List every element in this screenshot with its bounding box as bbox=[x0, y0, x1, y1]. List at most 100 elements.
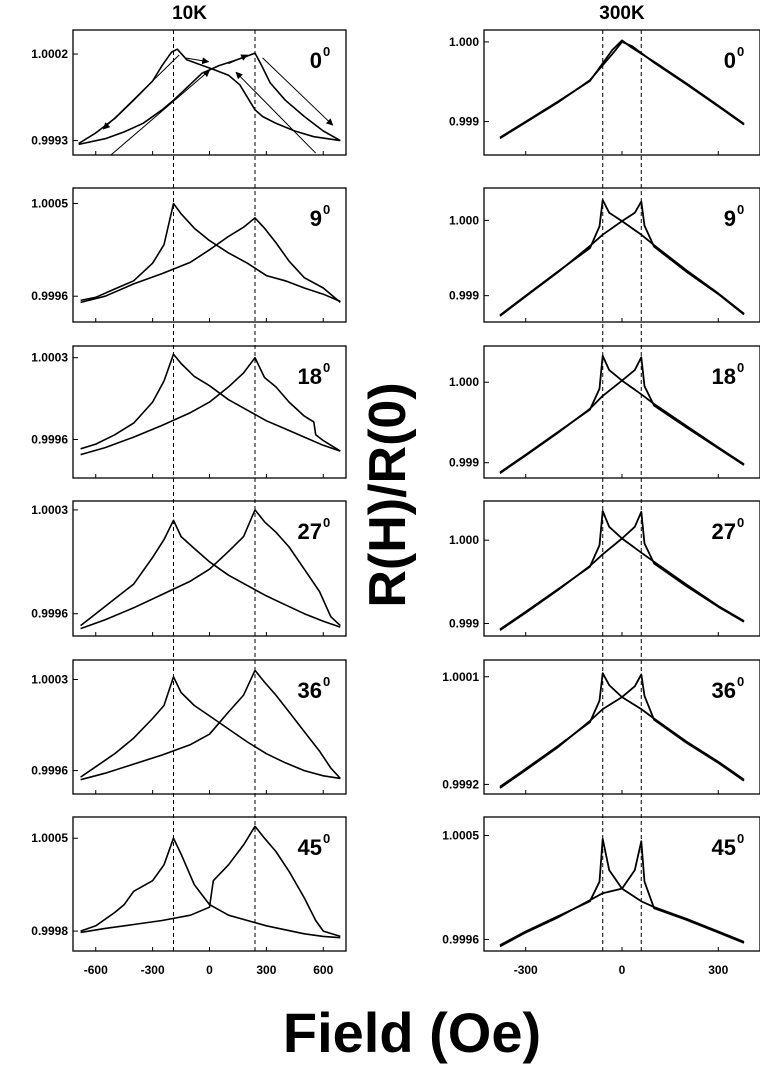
angle-label: 0 bbox=[724, 48, 736, 73]
panel-300K-18deg: 0.999 1.000 18 0 bbox=[449, 345, 760, 479]
y-tick-label: 1.000 bbox=[449, 375, 479, 389]
column-title: 300K bbox=[599, 3, 645, 24]
y-tick-label: 1.0003 bbox=[31, 673, 68, 687]
panel-10K-18deg: 0.9996 1.0003 18 0 bbox=[31, 345, 347, 479]
series-line-1 bbox=[499, 354, 745, 474]
angle-unit-label: 0 bbox=[737, 360, 744, 375]
series-line-1 bbox=[78, 48, 341, 145]
x-tick-label: 300 bbox=[256, 963, 276, 977]
x-tick-label: -300 bbox=[514, 963, 538, 977]
panel-300K-36deg: 0.9992 1.0001 36 0 bbox=[442, 659, 760, 795]
series-line-1 bbox=[80, 676, 341, 780]
y-tick-label: 0.9993 bbox=[31, 134, 68, 148]
y-tick-label: 1.0002 bbox=[31, 47, 68, 61]
angle-unit-label: 0 bbox=[323, 360, 330, 375]
series-line-1 bbox=[80, 202, 341, 303]
panel-300K-9deg: 0.999 1.000 9 0 bbox=[449, 187, 760, 323]
series-line-1 bbox=[80, 837, 341, 939]
y-tick-label: 0.9998 bbox=[31, 924, 68, 938]
x-tick-label: 0 bbox=[206, 963, 213, 977]
angle-unit-label: 0 bbox=[737, 674, 744, 689]
x-tick-label: 600 bbox=[313, 963, 333, 977]
x-tick-label: -600 bbox=[84, 963, 108, 977]
series-line-2 bbox=[499, 356, 745, 474]
angle-label: 18 bbox=[298, 364, 322, 389]
angle-label: 0 bbox=[310, 48, 322, 73]
panel-frame bbox=[483, 29, 760, 156]
series-line-2 bbox=[80, 217, 341, 304]
y-tick-label: 1.0005 bbox=[31, 196, 68, 210]
panel-10K-9deg: 0.9996 1.0005 9 0 bbox=[31, 187, 347, 323]
y-tick-label: 0.9996 bbox=[31, 432, 68, 446]
sweep-arrow bbox=[102, 54, 180, 130]
angle-unit-label: 0 bbox=[737, 515, 744, 530]
series-line-1 bbox=[499, 510, 745, 631]
angle-label: 45 bbox=[298, 835, 322, 860]
panel-10K-0deg: 0.9993 1.0002 0 0 10K bbox=[31, 3, 347, 156]
series-line-2 bbox=[78, 52, 341, 146]
panel-frame bbox=[483, 187, 760, 323]
angle-label: 45 bbox=[712, 835, 736, 860]
x-axis-label: Field (Oe) bbox=[283, 1001, 541, 1064]
series-line-1 bbox=[80, 519, 341, 628]
y-tick-label: 1.0003 bbox=[31, 503, 68, 517]
angle-label: 9 bbox=[310, 206, 322, 231]
sweep-arrow bbox=[235, 71, 317, 154]
angle-unit-label: 0 bbox=[323, 674, 330, 689]
series-line-2 bbox=[80, 669, 341, 781]
y-tick-label: 1.0003 bbox=[31, 351, 68, 365]
y-tick-label: 0.999 bbox=[449, 289, 479, 303]
y-tick-label: 0.9996 bbox=[31, 764, 68, 778]
angle-label: 9 bbox=[724, 206, 736, 231]
sweep-arrow bbox=[110, 69, 211, 156]
angle-label: 36 bbox=[298, 678, 322, 703]
angle-label: 27 bbox=[298, 519, 322, 544]
y-tick-label: 0.9992 bbox=[442, 777, 479, 791]
series-line-2 bbox=[499, 673, 745, 789]
series-line-1 bbox=[499, 199, 745, 316]
sweep-arrow bbox=[228, 54, 249, 65]
y-tick-label: 0.9996 bbox=[442, 932, 479, 946]
series-line-1 bbox=[80, 353, 341, 452]
series-line-2 bbox=[80, 509, 341, 630]
angle-unit-label: 0 bbox=[737, 831, 744, 846]
y-tick-label: 0.999 bbox=[449, 115, 479, 129]
sweep-arrow bbox=[184, 57, 210, 65]
y-axis-label: R(H)/R(0) bbox=[359, 382, 417, 607]
panel-300K-27deg: 0.999 1.000 27 0 bbox=[449, 500, 760, 637]
angle-unit-label: 0 bbox=[323, 515, 330, 530]
y-tick-label: 1.000 bbox=[449, 213, 479, 227]
angle-label: 27 bbox=[712, 519, 736, 544]
panel-frame bbox=[72, 187, 347, 323]
x-tick-label: 300 bbox=[708, 963, 728, 977]
series-line-1 bbox=[499, 838, 745, 946]
y-tick-label: 1.0001 bbox=[442, 670, 479, 684]
y-tick-label: 1.0005 bbox=[31, 831, 68, 845]
y-tick-label: 0.999 bbox=[449, 617, 479, 631]
column-title: 10K bbox=[172, 3, 207, 24]
angle-label: 36 bbox=[712, 678, 736, 703]
x-tick-label: 0 bbox=[619, 963, 626, 977]
angle-label: 18 bbox=[712, 364, 736, 389]
series-line-2 bbox=[80, 356, 341, 456]
series-line-2 bbox=[499, 840, 745, 948]
y-tick-label: 0.9996 bbox=[31, 289, 68, 303]
angle-unit-label: 0 bbox=[323, 44, 330, 59]
series-line-2 bbox=[499, 510, 745, 631]
sweep-arrow bbox=[262, 57, 334, 126]
panel-10K-27deg: 0.9996 1.0003 27 0 bbox=[31, 500, 347, 637]
series-line-1 bbox=[499, 672, 745, 788]
angle-unit-label: 0 bbox=[737, 44, 744, 59]
series-line-2 bbox=[499, 41, 745, 140]
y-tick-label: 0.9996 bbox=[31, 607, 68, 621]
series-line-2 bbox=[80, 825, 341, 938]
y-tick-label: 1.000 bbox=[449, 35, 479, 49]
y-tick-label: 0.999 bbox=[449, 456, 479, 470]
series-line-2 bbox=[499, 200, 745, 317]
y-tick-label: 1.000 bbox=[449, 533, 479, 547]
x-tick-label: -300 bbox=[141, 963, 165, 977]
series-line-1 bbox=[499, 39, 745, 139]
